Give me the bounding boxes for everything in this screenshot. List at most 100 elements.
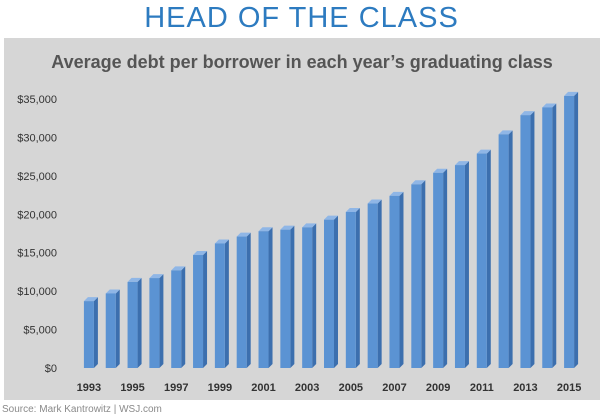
x-tick-label: 1999 (208, 382, 232, 394)
bar-top (214, 239, 229, 244)
bar-top (389, 191, 404, 196)
bar (389, 191, 404, 368)
bar-front (411, 184, 422, 368)
bar (564, 91, 579, 368)
bar-side (115, 289, 120, 368)
y-tick-label: $20,000 (17, 209, 57, 221)
bar-side (290, 225, 295, 368)
bar-top (367, 199, 382, 204)
bar (367, 199, 382, 368)
bar-top (520, 111, 535, 116)
bar-side (399, 191, 404, 368)
bar-top (258, 227, 273, 232)
bar-front (214, 243, 225, 368)
bar (498, 130, 513, 368)
x-tick-label: 2015 (557, 382, 581, 394)
bar-front (83, 301, 94, 368)
bar (193, 251, 208, 368)
bar (105, 289, 120, 368)
bar (214, 239, 229, 368)
bar-top (454, 161, 469, 166)
bar-front (171, 270, 182, 368)
bar-top (193, 251, 208, 256)
bar-top (127, 277, 142, 282)
bar-top (324, 215, 338, 220)
bar-side (443, 168, 448, 368)
y-tick-label: $10,000 (17, 286, 57, 298)
bar-front (236, 236, 247, 368)
bar-front (302, 227, 313, 368)
bar (454, 161, 469, 368)
bar-front (105, 293, 116, 368)
bar-side (334, 215, 338, 368)
x-tick-label: 2007 (382, 382, 406, 394)
bar (476, 149, 491, 368)
bar-side (246, 232, 251, 368)
page-headline: HEAD OF THE CLASS (144, 2, 459, 34)
bar-side (486, 149, 491, 368)
bar-side (377, 199, 382, 368)
bar (324, 215, 338, 368)
bar (411, 180, 426, 368)
x-tick-label: 2003 (295, 382, 319, 394)
y-tick-label: $5,000 (23, 325, 57, 337)
bar-side (312, 223, 317, 368)
bar (258, 227, 273, 368)
bar (520, 111, 535, 368)
bar-front (476, 153, 487, 368)
x-tick-label: 1995 (120, 382, 144, 394)
bar-top (302, 223, 317, 228)
bar (83, 297, 98, 368)
bar-front (454, 165, 465, 368)
bar-front (389, 195, 400, 368)
bar-front (127, 281, 138, 368)
bar-side (224, 239, 229, 368)
bar-front (324, 219, 334, 368)
bar-top (542, 103, 557, 108)
bar-front (564, 95, 575, 368)
bar-side (203, 251, 208, 368)
x-tick-label: 2013 (513, 382, 537, 394)
bar-top (411, 180, 426, 185)
bars (83, 91, 579, 368)
bar-front (367, 203, 378, 368)
bar (433, 168, 448, 368)
x-tick-label: 2005 (339, 382, 363, 394)
bar-front (280, 229, 291, 368)
bar-side (268, 227, 273, 368)
y-axis: $0 $5,000 $10,000 $15,000 $20,000 $25,000 $30,… (17, 94, 57, 375)
bar-side (574, 91, 579, 368)
x-tick-label: 1997 (164, 382, 188, 394)
bar-side (181, 266, 186, 368)
bar (302, 223, 317, 368)
source-note: Source: Mark Kantrowitz | WSJ.com (2, 404, 162, 415)
bar (236, 232, 251, 368)
bar-top (433, 168, 448, 173)
bar (149, 274, 164, 368)
bar-front (149, 278, 160, 368)
bar (345, 207, 360, 368)
y-tick-label: $0 (45, 363, 57, 375)
bar-front (433, 172, 444, 368)
bar-top (171, 266, 186, 271)
bar-side (464, 161, 469, 368)
y-tick-label: $35,000 (17, 94, 57, 106)
x-axis: 1993 1995 1997 1999 2001 2003 2005 2007 2009 2011… (77, 382, 582, 394)
bar-top (149, 274, 164, 279)
y-tick-label: $25,000 (17, 171, 57, 183)
bar-top (83, 297, 98, 302)
bar-side (552, 103, 557, 368)
bar-top (498, 130, 513, 135)
bar-side (421, 180, 426, 368)
bar-front (193, 255, 204, 368)
bar-top (345, 207, 360, 212)
bar (127, 277, 142, 368)
bar-top (280, 225, 295, 230)
x-tick-label: 2009 (426, 382, 450, 394)
bar-top (105, 289, 120, 294)
bar-side (355, 207, 360, 368)
bar (280, 225, 295, 368)
bar-side (93, 297, 98, 368)
bar-side (530, 111, 535, 368)
